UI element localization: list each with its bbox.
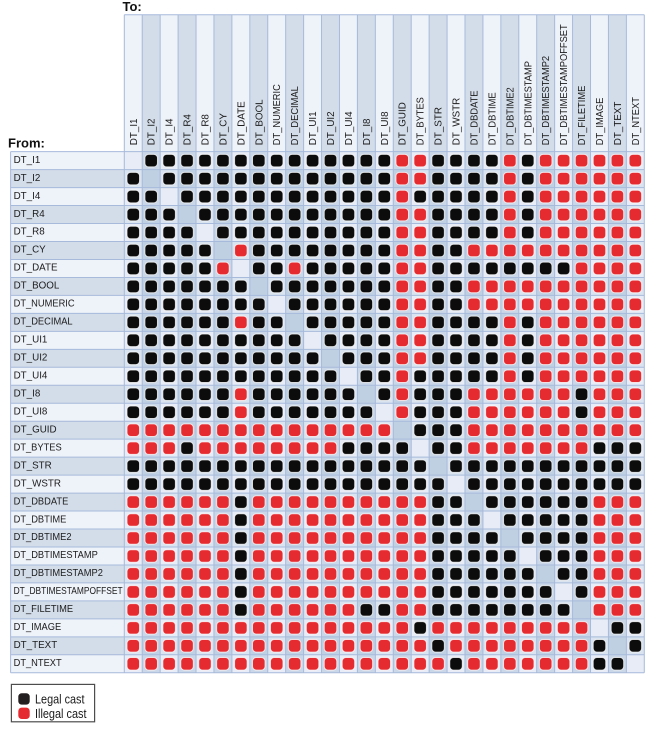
svg-text:DT_UI2: DT_UI2 [14,353,48,364]
svg-text:DT_UI4: DT_UI4 [344,111,355,145]
svg-text:DT_NUMERIC: DT_NUMERIC [14,299,75,310]
svg-text:DT_TEXT: DT_TEXT [613,102,624,146]
svg-text:DT_DATE: DT_DATE [14,263,58,274]
svg-text:DT_UI2: DT_UI2 [326,111,337,145]
svg-text:DT_R8: DT_R8 [200,114,211,146]
svg-text:DT_DATE: DT_DATE [236,101,247,145]
svg-text:DT_DBDATE: DT_DBDATE [469,90,480,145]
svg-text:DT_UI4: DT_UI4 [14,370,48,381]
svg-text:DT_FILETIME: DT_FILETIME [14,604,74,615]
svg-text:DT_DBTIME: DT_DBTIME [487,92,498,145]
svg-text:DT_R8: DT_R8 [14,227,46,238]
svg-text:DT_NTEXT: DT_NTEXT [14,658,62,669]
svg-text:DT_BYTES: DT_BYTES [14,442,63,453]
svg-text:DT_DBDATE: DT_DBDATE [14,496,69,507]
svg-text:DT_WSTR: DT_WSTR [452,98,463,145]
svg-text:DT_I8: DT_I8 [362,118,373,145]
svg-text:DT_DBTIMESTAMPOFFSET: DT_DBTIMESTAMPOFFSET [14,586,123,597]
svg-text:DT_I2: DT_I2 [14,173,41,184]
svg-text:DT_DBTIME2: DT_DBTIME2 [14,532,72,543]
svg-text:DT_IMAGE: DT_IMAGE [595,97,606,145]
svg-text:DT_UI8: DT_UI8 [14,406,48,417]
svg-text:DT_STR: DT_STR [434,107,445,145]
svg-text:DT_DECIMAL: DT_DECIMAL [290,86,301,146]
svg-text:DT_STR: DT_STR [14,460,52,471]
svg-text:DT_I4: DT_I4 [14,191,41,202]
svg-text:From:: From: [8,135,45,150]
svg-text:DT_DBTIMESTAMP: DT_DBTIMESTAMP [14,550,99,561]
svg-text:DT_NTEXT: DT_NTEXT [631,97,642,145]
svg-text:DT_DBTIMESTAMP: DT_DBTIMESTAMP [523,61,534,146]
svg-text:DT_DBTIMESTAMP2: DT_DBTIMESTAMP2 [541,56,552,145]
svg-text:Illegal cast: Illegal cast [35,707,87,721]
svg-text:DT_DBTIMESTAMPOFFSET: DT_DBTIMESTAMPOFFSET [559,24,570,145]
svg-text:DT_UI1: DT_UI1 [308,111,319,145]
svg-text:DT_GUID: DT_GUID [398,102,409,145]
svg-text:DT_NUMERIC: DT_NUMERIC [272,84,283,145]
svg-text:DT_DBTIME2: DT_DBTIME2 [505,87,516,145]
svg-text:DT_I1: DT_I1 [129,119,140,146]
svg-text:DT_R4: DT_R4 [183,114,194,146]
svg-text:DT_CY: DT_CY [14,245,47,256]
svg-text:DT_DBTIME: DT_DBTIME [14,514,67,525]
svg-text:DT_BOOL: DT_BOOL [14,281,60,292]
svg-text:DT_DECIMAL: DT_DECIMAL [14,317,74,328]
svg-text:DT_IMAGE: DT_IMAGE [14,622,62,633]
svg-text:DT_UI1: DT_UI1 [14,335,48,346]
svg-text:DT_BOOL: DT_BOOL [254,99,265,145]
svg-text:DT_BYTES: DT_BYTES [416,97,427,146]
svg-text:DT_I8: DT_I8 [14,388,41,399]
svg-text:DT_GUID: DT_GUID [14,424,57,435]
svg-text:Legal cast: Legal cast [35,692,85,706]
svg-text:DT_WSTR: DT_WSTR [14,478,61,489]
svg-text:DT_I1: DT_I1 [14,155,41,166]
svg-text:DT_R4: DT_R4 [14,209,46,220]
svg-text:DT_TEXT: DT_TEXT [14,640,58,651]
svg-text:DT_I2: DT_I2 [147,119,158,146]
svg-text:DT_CY: DT_CY [218,113,229,146]
svg-text:DT_FILETIME: DT_FILETIME [577,85,588,145]
svg-text:DT_DBTIMESTAMP2: DT_DBTIMESTAMP2 [14,568,103,579]
svg-text:To:: To: [123,0,142,14]
svg-text:DT_UI8: DT_UI8 [380,111,391,145]
svg-text:DT_I4: DT_I4 [165,118,176,145]
